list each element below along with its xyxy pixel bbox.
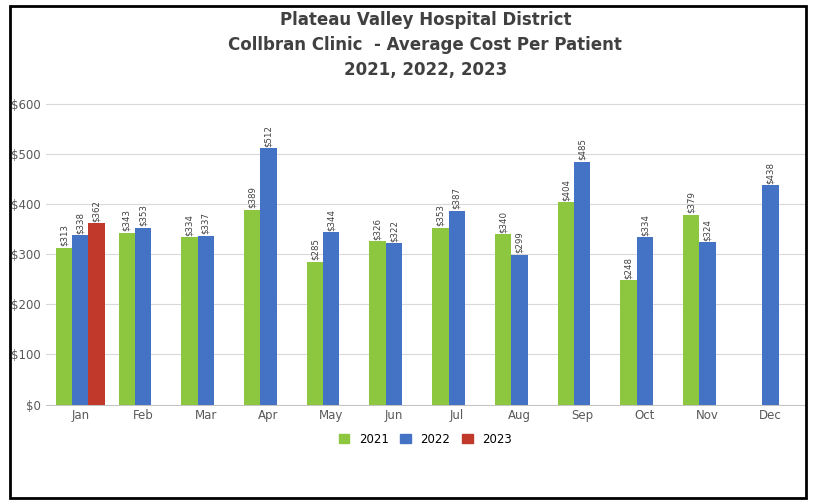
Bar: [181, 237, 197, 405]
Bar: [620, 280, 636, 405]
Text: $313: $313: [60, 224, 69, 246]
Bar: [260, 148, 277, 405]
Bar: [699, 242, 716, 405]
Text: $299: $299: [515, 231, 524, 254]
Text: $404: $404: [561, 179, 570, 201]
Text: $338: $338: [76, 212, 85, 234]
Text: $344: $344: [326, 209, 335, 231]
Text: $322: $322: [389, 220, 398, 242]
Bar: [370, 241, 386, 405]
Bar: [88, 223, 104, 405]
Text: $389: $389: [247, 186, 257, 208]
Bar: [323, 232, 339, 405]
Text: $334: $334: [641, 214, 650, 236]
Text: $285: $285: [310, 238, 319, 260]
Text: $387: $387: [452, 187, 461, 209]
Text: $337: $337: [202, 212, 211, 234]
Text: $379: $379: [687, 192, 696, 213]
Text: $353: $353: [436, 204, 445, 226]
Bar: [495, 234, 512, 405]
Bar: [557, 202, 574, 405]
Bar: [512, 255, 528, 405]
Bar: [574, 162, 590, 405]
Bar: [55, 248, 72, 405]
Text: $353: $353: [139, 204, 148, 226]
Bar: [386, 243, 402, 405]
Bar: [762, 185, 778, 405]
Bar: [449, 211, 465, 405]
Legend: 2021, 2022, 2023: 2021, 2022, 2023: [334, 428, 517, 451]
Title: Plateau Valley Hospital District
Collbran Clinic  - Average Cost Per Patient
202: Plateau Valley Hospital District Collbra…: [228, 11, 623, 79]
Bar: [197, 236, 214, 405]
Bar: [307, 262, 323, 405]
Text: $248: $248: [624, 257, 633, 279]
Bar: [244, 210, 260, 405]
Bar: [72, 235, 88, 405]
Text: $512: $512: [264, 124, 273, 147]
Text: $334: $334: [185, 214, 194, 236]
Text: $485: $485: [578, 138, 587, 160]
Bar: [135, 228, 151, 405]
Bar: [683, 215, 699, 405]
Text: $326: $326: [373, 218, 382, 240]
Text: $343: $343: [122, 209, 131, 231]
Text: $438: $438: [766, 162, 775, 183]
Bar: [636, 237, 653, 405]
Bar: [118, 233, 135, 405]
Text: $362: $362: [92, 200, 101, 222]
Text: $324: $324: [703, 219, 712, 241]
Bar: [432, 228, 449, 405]
Text: $340: $340: [499, 211, 508, 233]
